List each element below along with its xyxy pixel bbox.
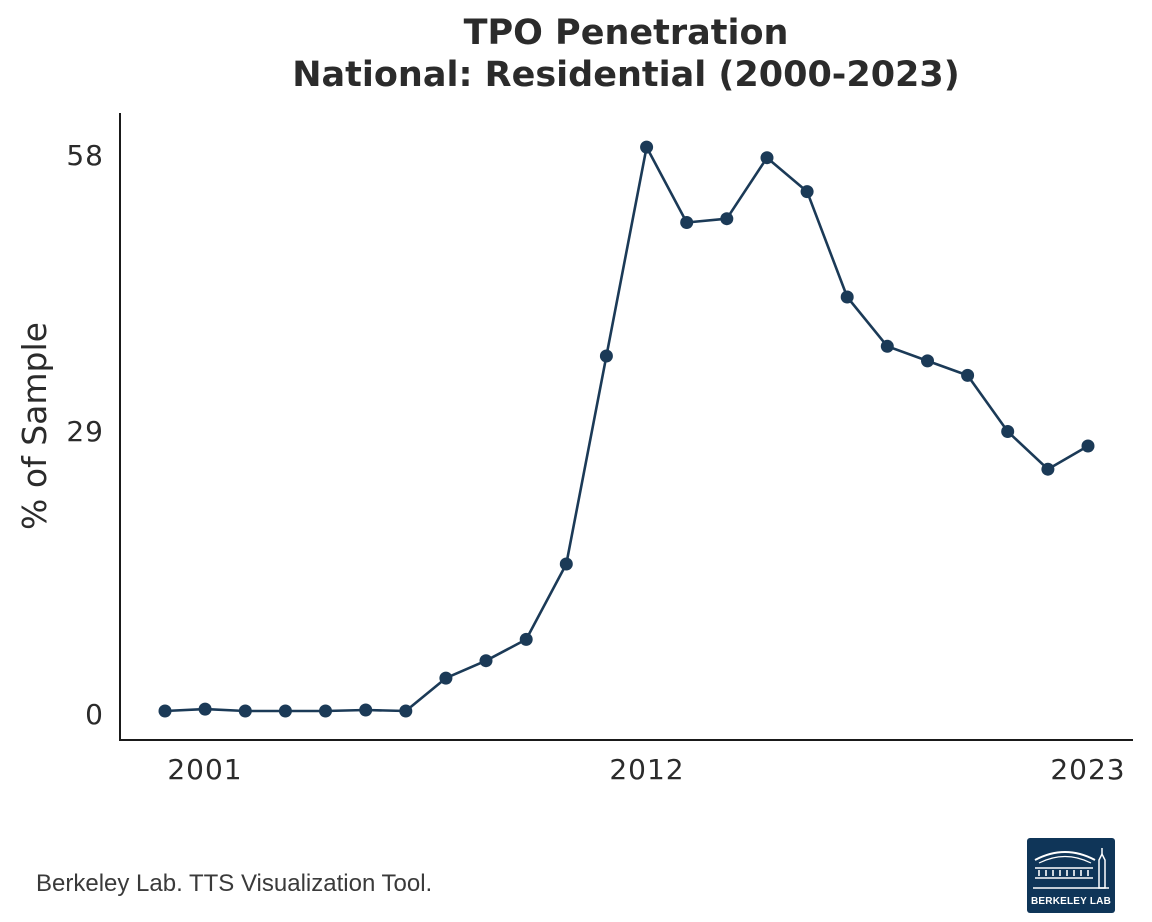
data-point-2023 — [1081, 439, 1095, 453]
data-point-2010 — [559, 557, 573, 571]
data-point-2004 — [319, 704, 332, 718]
source-caption: Berkeley Lab. TTS Visualization Tool. — [36, 870, 433, 897]
data-point-2014 — [720, 212, 734, 226]
data-point-2016 — [800, 185, 814, 199]
chart-subtitle: National: Residential (2000-2023) — [292, 55, 960, 95]
data-point-2022 — [1041, 462, 1055, 476]
x-tick-label-2001: 2001 — [167, 753, 242, 786]
x-tick-label-2023: 2023 — [1050, 753, 1125, 786]
data-point-2002 — [238, 704, 252, 718]
lab-building-icon — [1033, 848, 1109, 889]
data-point-2009 — [519, 632, 533, 646]
data-point-2003 — [278, 704, 292, 718]
series-line — [164, 145, 1089, 713]
y-tick-label-0: 0 — [85, 698, 104, 731]
data-point-2013 — [680, 216, 694, 229]
data-point-2000 — [158, 704, 172, 718]
data-points — [158, 140, 1095, 718]
data-point-2017 — [840, 290, 854, 304]
data-point-2018 — [880, 339, 894, 353]
y-tick-label-58: 58 — [66, 139, 104, 172]
data-point-2001 — [198, 702, 212, 716]
data-point-2012 — [640, 140, 654, 154]
logo-wordmark: BERKELEY LAB — [1030, 896, 1111, 907]
berkeley-lab-logo: BERKELEY LAB — [1027, 838, 1115, 913]
chart-title: TPO Penetration — [464, 13, 789, 53]
data-point-2011 — [599, 349, 613, 363]
y-tick-label-29: 29 — [66, 415, 104, 448]
data-point-2007 — [439, 671, 453, 685]
data-point-2008 — [479, 654, 493, 668]
data-point-2021 — [1001, 425, 1015, 438]
data-point-2019 — [921, 354, 934, 368]
data-point-2006 — [399, 704, 413, 718]
y-axis-label: % of Sample — [15, 322, 54, 530]
x-tick-label-2012: 2012 — [609, 753, 684, 786]
data-point-2020 — [961, 368, 975, 382]
data-point-2015 — [760, 151, 774, 165]
data-point-2005 — [359, 703, 373, 717]
